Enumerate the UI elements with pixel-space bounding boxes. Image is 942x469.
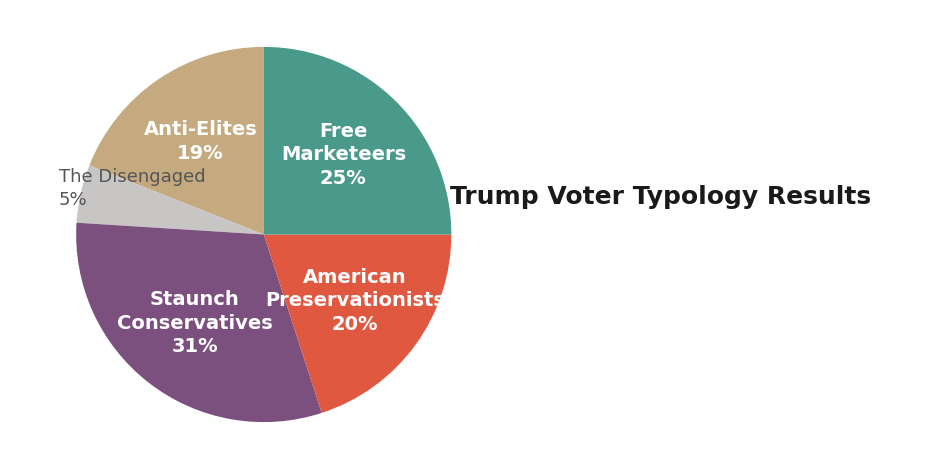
Wedge shape: [89, 47, 264, 235]
Wedge shape: [264, 234, 451, 413]
Text: Anti-Elites
19%: Anti-Elites 19%: [143, 120, 257, 163]
Text: The Disengaged
5%: The Disengaged 5%: [58, 168, 205, 210]
Wedge shape: [76, 166, 264, 234]
Text: Staunch
Conservatives
31%: Staunch Conservatives 31%: [117, 290, 272, 356]
Wedge shape: [264, 47, 451, 235]
Text: Trump Voter Typology Results: Trump Voter Typology Results: [449, 185, 871, 209]
Text: American
Preservationists
20%: American Preservationists 20%: [265, 268, 445, 333]
Wedge shape: [76, 223, 322, 422]
Text: Free
Marketeers
25%: Free Marketeers 25%: [281, 122, 406, 188]
